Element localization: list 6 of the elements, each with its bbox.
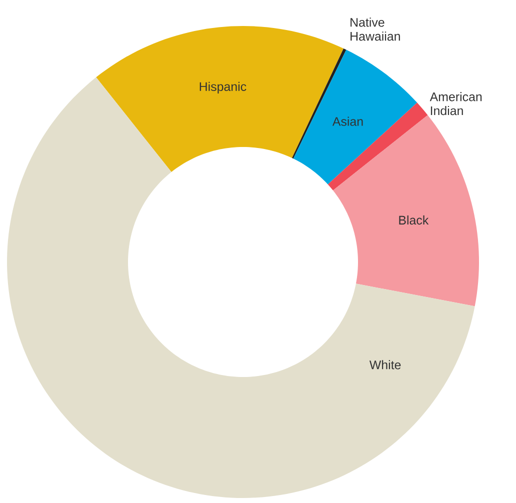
slice-label: Hispanic bbox=[200, 82, 246, 94]
slice-label: White bbox=[369, 360, 401, 370]
slice-label: Native Hawaiian bbox=[350, 18, 400, 41]
slice-label: Asian bbox=[332, 116, 363, 126]
slice-label: American Indian bbox=[430, 92, 482, 116]
slice-label: Black bbox=[399, 215, 429, 225]
